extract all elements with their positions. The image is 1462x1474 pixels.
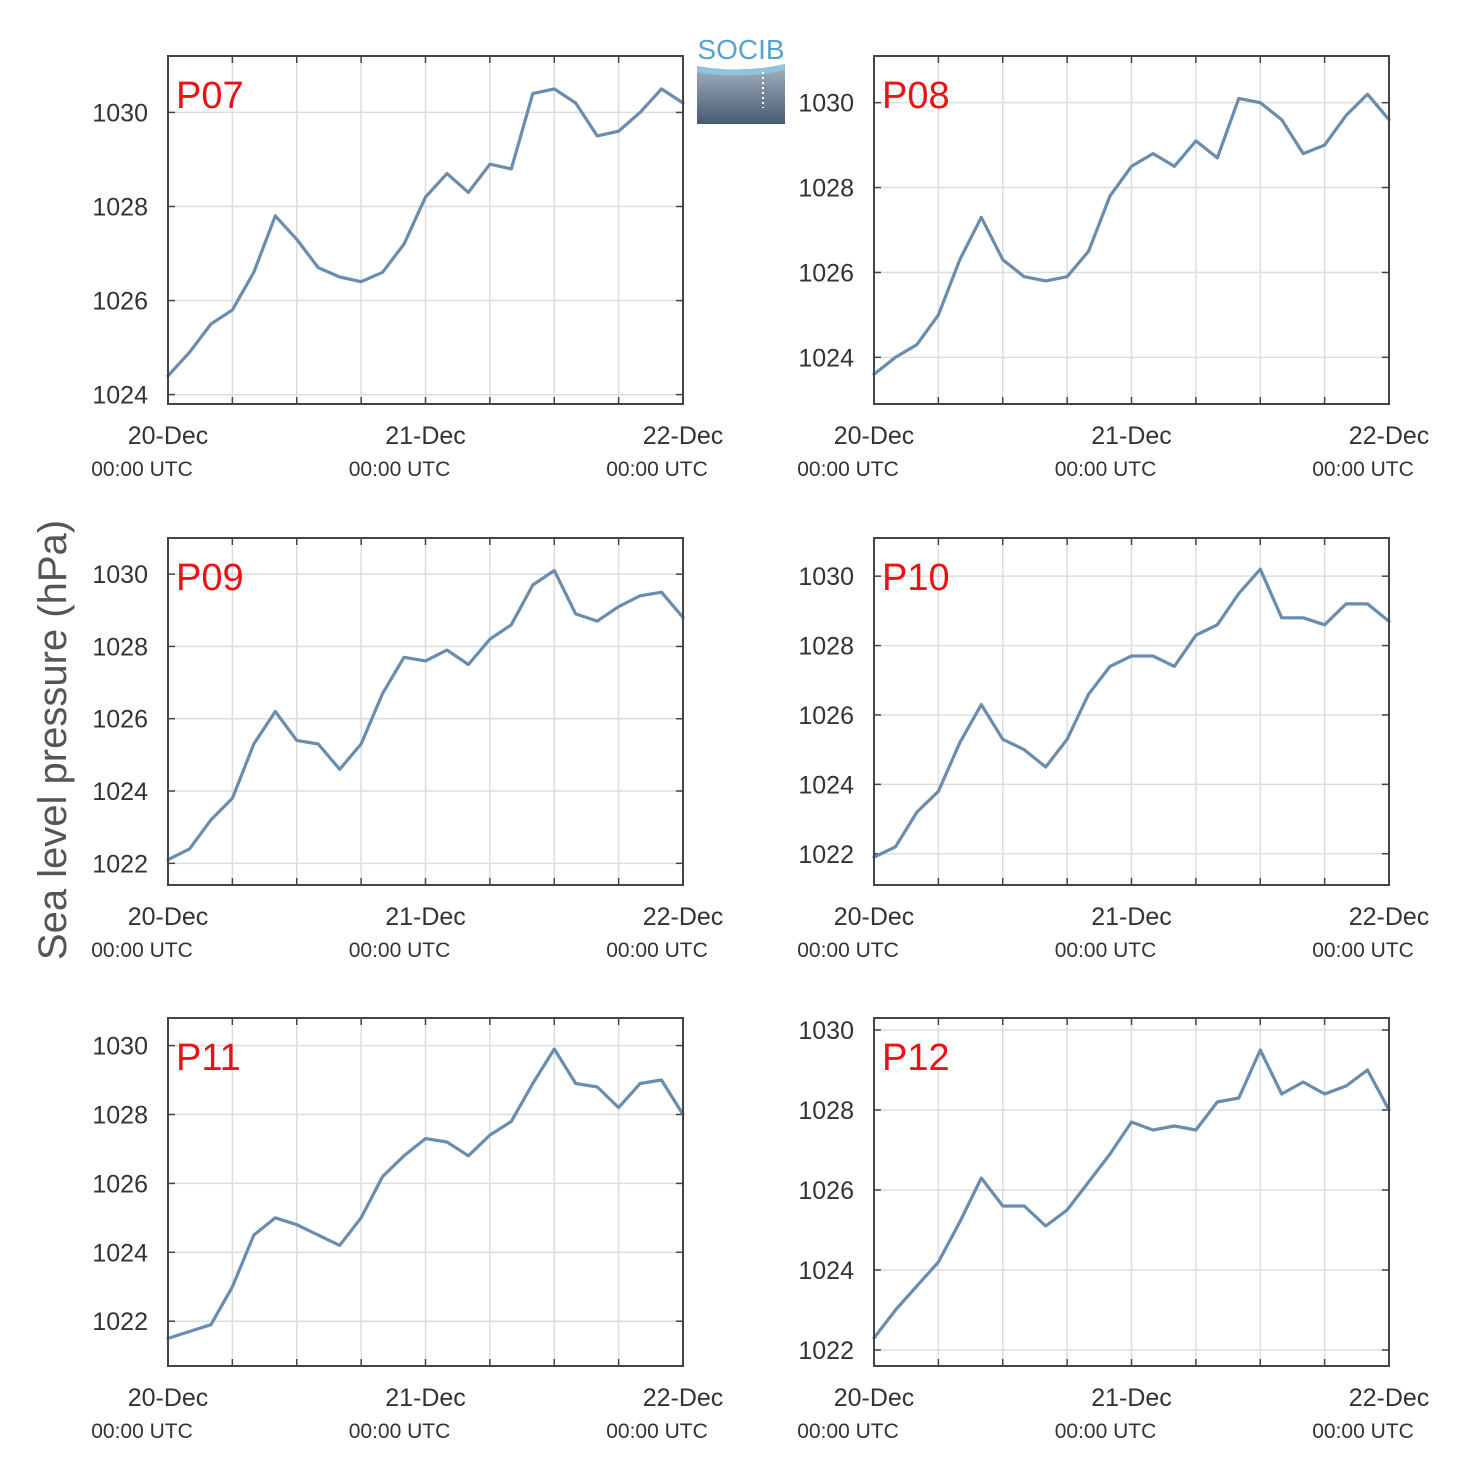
y-tick-label: 1022 [92,1308,148,1336]
x-tick-label: 22-Dec [1349,422,1430,450]
y-tick-label: 1028 [92,633,148,661]
y-tick-label: 1030 [798,563,854,591]
x-tick-sublabel: 00:00 UTC [1055,939,1157,962]
x-tick-sublabel: 00:00 UTC [1312,939,1414,962]
x-tick-sublabel: 00:00 UTC [797,939,899,962]
y-tick-label: 1030 [92,1033,148,1061]
plot-frame [873,537,1390,886]
x-tick-label: 22-Dec [1349,1384,1430,1412]
series-line-p08 [872,92,1391,376]
x-tick-label: 20-Dec [128,903,209,931]
x-tick-sublabel: 00:00 UTC [1055,458,1157,481]
plot-frame [873,55,1390,405]
x-tick-sublabel: 00:00 UTC [606,458,708,481]
logo-text: SOCIB [697,34,784,65]
x-tick-label: 20-Dec [128,1384,209,1412]
x-tick-sublabel: 00:00 UTC [349,939,451,962]
y-tick-label: 1022 [92,850,148,878]
x-tick-sublabel: 00:00 UTC [1312,458,1414,481]
x-tick-label: 22-Dec [643,1384,724,1412]
y-tick-label: 1030 [798,1017,854,1045]
y-tick-label: 1026 [798,702,854,730]
y-tick-label: 1024 [92,778,148,806]
x-tick-label: 21-Dec [1091,903,1172,931]
x-tick-sublabel: 00:00 UTC [797,1420,899,1443]
y-tick-label: 1022 [798,841,854,869]
panel-p07: 1024 1026 1028 1030 20-Dec 00:00 UTC 21-Dec 00:… [91,55,724,481]
y-tick-label: 1026 [92,288,148,316]
x-tick-label: 22-Dec [643,422,724,450]
y-tick-label: 1024 [798,771,854,799]
y-axis-title: Sea level pressure (hPa) [31,520,75,960]
series-line-p11 [166,1047,685,1341]
panel-label: P11 [176,1037,241,1079]
panel-p10: 1022 1024 1026 1028 1030 20-Dec 00:00 UTC 21-De… [797,537,1430,962]
x-tick-sublabel: 00:00 UTC [1055,1420,1157,1443]
panels: 1024 1026 1028 1030 20-Dec 00:00 UTC 21-Dec 00:… [91,55,1430,1443]
y-tick-label: 1026 [798,259,854,287]
x-tick-label: 21-Dec [385,422,466,450]
x-tick-label: 21-Dec [385,1384,466,1412]
series-line-p09 [166,568,685,862]
x-tick-sublabel: 00:00 UTC [349,458,451,481]
y-tick-label: 1024 [92,1239,148,1267]
series-line-p12 [872,1048,1391,1340]
y-tick-label: 1030 [798,90,854,118]
x-tick-label: 20-Dec [834,903,915,931]
socib-logo: SOCIB [697,34,785,124]
y-tick-label: 1030 [92,99,148,127]
y-tick-label: 1026 [92,706,148,734]
panel-label: P10 [882,557,950,599]
panel-p12: 1022 1024 1026 1028 1030 20-Dec 00:00 UTC 21-De… [797,1017,1429,1443]
panel-p11: 1022 1024 1026 1028 1030 20-Dec 00:00 UTC 21-De… [91,1017,724,1443]
y-tick-label: 1024 [92,382,148,410]
y-tick-label: 1028 [798,1097,854,1125]
y-tick-label: 1028 [798,633,854,661]
panel-label: P09 [176,557,244,599]
y-tick-label: 1022 [798,1337,854,1365]
x-tick-sublabel: 00:00 UTC [91,1420,193,1443]
y-tick-label: 1028 [798,175,854,203]
x-tick-label: 22-Dec [1349,903,1430,931]
x-tick-sublabel: 00:00 UTC [91,458,193,481]
x-tick-label: 21-Dec [1091,1384,1172,1412]
x-tick-sublabel: 00:00 UTC [606,939,708,962]
plot-frame [167,55,684,405]
plot-frame [167,537,684,886]
y-tick-label: 1026 [92,1170,148,1198]
series-line-p07 [166,87,685,378]
panel-label: P08 [882,75,950,117]
y-tick-label: 1030 [92,561,148,589]
x-tick-sublabel: 00:00 UTC [606,1420,708,1443]
y-tick-label: 1024 [798,344,854,372]
y-tick-label: 1028 [92,193,148,221]
x-tick-label: 20-Dec [834,422,915,450]
plot-frame [873,1017,1390,1367]
y-tick-label: 1024 [798,1257,854,1285]
x-tick-sublabel: 00:00 UTC [797,458,899,481]
x-tick-sublabel: 00:00 UTC [91,939,193,962]
plot-frame [167,1017,684,1367]
y-tick-label: 1026 [798,1177,854,1205]
x-tick-sublabel: 00:00 UTC [1312,1420,1414,1443]
x-tick-label: 21-Dec [1091,422,1172,450]
panel-p09: 1022 1024 1026 1028 1030 20-Dec 00:00 UTC 21-De… [91,537,724,962]
x-tick-label: 22-Dec [643,903,724,931]
panel-label: P07 [176,75,244,117]
panel-label: P12 [882,1037,950,1079]
x-tick-label: 20-Dec [128,422,209,450]
series-line-p10 [872,567,1391,859]
x-tick-label: 20-Dec [834,1384,915,1412]
x-tick-label: 21-Dec [385,903,466,931]
x-tick-sublabel: 00:00 UTC [349,1420,451,1443]
y-tick-label: 1028 [92,1101,148,1129]
panel-p08: 1024 1026 1028 1030 20-Dec 00:00 UTC 21-Dec 00:… [797,55,1430,481]
